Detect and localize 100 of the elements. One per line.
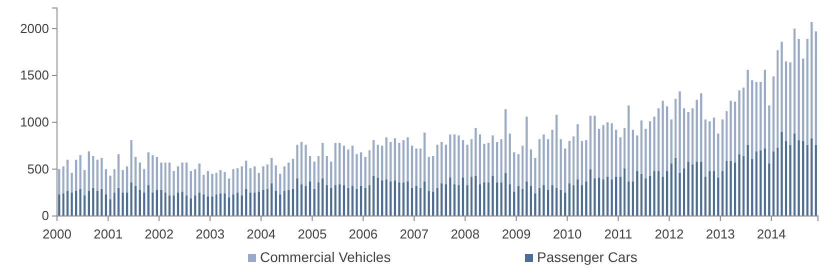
bar xyxy=(644,128,647,179)
bar xyxy=(176,192,180,216)
bar xyxy=(330,188,332,216)
bar xyxy=(780,42,783,132)
bar xyxy=(126,166,128,193)
bar xyxy=(274,165,277,191)
bar xyxy=(156,190,158,216)
bar xyxy=(619,176,622,216)
bar xyxy=(644,178,647,216)
bar xyxy=(292,158,294,189)
bar xyxy=(453,134,456,184)
bar xyxy=(556,188,558,216)
bar xyxy=(751,80,754,159)
bar xyxy=(198,192,200,216)
bar xyxy=(793,134,796,216)
bar xyxy=(279,194,282,216)
bar xyxy=(249,168,252,193)
bar xyxy=(172,171,175,196)
y-tick-label: 1500 xyxy=(20,68,49,83)
bar xyxy=(130,140,132,182)
bar xyxy=(283,166,286,191)
bar xyxy=(810,22,813,138)
bar xyxy=(96,160,99,191)
bar xyxy=(283,190,286,216)
bar xyxy=(556,114,558,188)
bar xyxy=(798,38,800,140)
bar xyxy=(436,188,438,216)
bar xyxy=(696,162,698,216)
bar xyxy=(730,100,732,161)
bar xyxy=(232,194,234,216)
bar xyxy=(432,192,434,216)
bar xyxy=(423,181,426,216)
bar xyxy=(784,141,788,216)
bar xyxy=(802,58,804,142)
bar xyxy=(780,132,783,216)
bar xyxy=(534,158,536,194)
bar xyxy=(266,188,268,216)
bar xyxy=(487,182,490,216)
bar xyxy=(738,154,740,216)
bar xyxy=(402,182,405,216)
bar xyxy=(334,185,336,216)
bar xyxy=(428,156,430,191)
bar xyxy=(152,155,154,193)
bar xyxy=(768,164,770,216)
bar xyxy=(342,185,346,216)
bar xyxy=(648,121,652,176)
bar xyxy=(444,184,448,216)
bar xyxy=(70,172,73,193)
bar xyxy=(172,195,175,216)
bar xyxy=(109,176,112,200)
bar xyxy=(66,190,69,216)
bar xyxy=(360,152,362,186)
bar xyxy=(589,116,592,170)
bar xyxy=(687,162,690,216)
bar xyxy=(458,135,460,186)
x-tick-label: 2011 xyxy=(604,226,632,242)
bar xyxy=(288,190,290,216)
bar xyxy=(513,192,516,216)
bar xyxy=(66,160,69,191)
bar xyxy=(760,150,762,216)
bar xyxy=(342,146,346,186)
bar xyxy=(508,134,511,184)
bar xyxy=(334,142,336,186)
bar xyxy=(347,188,350,216)
bar xyxy=(636,135,638,172)
bar xyxy=(100,158,103,189)
bar xyxy=(692,164,694,216)
bar xyxy=(308,181,312,216)
bar xyxy=(678,91,681,173)
x-tick-label: 2003 xyxy=(196,226,225,242)
bar xyxy=(258,192,260,216)
bar xyxy=(356,154,358,189)
bar xyxy=(657,171,660,216)
bar xyxy=(500,139,502,182)
bar xyxy=(772,76,775,152)
bar xyxy=(466,144,468,186)
bar xyxy=(704,176,706,216)
bar xyxy=(542,134,545,186)
x-tick-label: 2014 xyxy=(756,226,786,242)
bar xyxy=(338,142,341,184)
bar xyxy=(538,139,541,188)
bar xyxy=(219,170,222,194)
bar xyxy=(347,149,350,188)
x-tick-label: 2007 xyxy=(400,226,429,242)
bar xyxy=(576,124,579,180)
bar xyxy=(402,140,405,182)
bar xyxy=(326,185,328,216)
bar xyxy=(160,162,162,190)
bar xyxy=(74,190,78,216)
bar xyxy=(436,144,438,188)
bar xyxy=(606,176,609,216)
bar xyxy=(560,190,562,216)
bar xyxy=(415,186,418,216)
bar xyxy=(194,195,196,216)
bar xyxy=(628,181,630,216)
bar xyxy=(122,170,124,193)
bar xyxy=(92,188,94,216)
bar xyxy=(462,178,464,216)
bar xyxy=(254,166,256,193)
y-tick-label: 2000 xyxy=(20,20,49,36)
